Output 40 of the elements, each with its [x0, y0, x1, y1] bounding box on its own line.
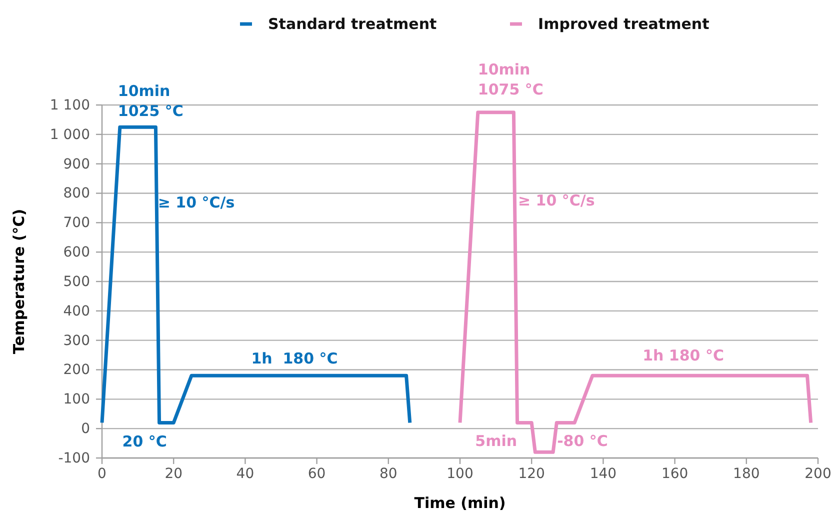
y-tick-label: 0	[81, 421, 90, 438]
y-tick-label: 1 100	[50, 97, 90, 114]
y-tick-label: 200	[63, 362, 90, 378]
annotation: -80 °C	[557, 432, 608, 450]
y-tick-label: 500	[63, 274, 90, 290]
y-tick-label: 100	[63, 392, 90, 408]
x-tick-label: 160	[661, 466, 688, 482]
x-tick-label: 20	[164, 466, 183, 482]
annotation: 1075 °C	[478, 80, 544, 98]
x-tick-label: 140	[590, 466, 617, 482]
annotation: 1h 180 °C	[642, 346, 724, 365]
line-series	[458, 110, 813, 454]
legend-label: Standard treatment	[268, 15, 437, 33]
legend-label: Improved treatment	[538, 15, 710, 33]
y-axis-title: Temperature (°C)	[10, 208, 28, 354]
y-tick-label: 400	[63, 303, 90, 320]
y-tick-label: 300	[63, 332, 90, 349]
y-tick-label: 700	[63, 215, 90, 232]
x-tick-label: 200	[804, 466, 832, 482]
y-tick-label: -100	[58, 450, 90, 466]
y-tick-label: 900	[63, 156, 90, 172]
annotation: 10min	[118, 82, 170, 100]
annotation: 10min	[478, 60, 530, 78]
x-axis-title: Time (min)	[414, 494, 506, 512]
annotation: 5min	[475, 432, 518, 450]
x-tick-label: 180	[733, 466, 760, 482]
x-tick-label: 60	[308, 466, 326, 482]
annotation: ≥ 10 °C/s	[158, 194, 235, 212]
annotation: ≥ 10 °C/s	[518, 192, 595, 210]
y-tick-label: 600	[63, 244, 90, 261]
annotation: 20 °C	[122, 432, 167, 451]
x-tick-label: 40	[236, 466, 254, 482]
annotation: 1025 °C	[118, 102, 184, 120]
x-tick-label: 120	[518, 466, 545, 482]
y-tick-label: 1 000	[50, 126, 90, 143]
x-tick-label: 0	[98, 466, 106, 482]
annotation: 1h 180 °C	[251, 350, 338, 368]
x-tick-label: 80	[379, 466, 398, 482]
x-tick-label: 100	[446, 466, 474, 482]
y-tick-label: 800	[63, 186, 90, 202]
